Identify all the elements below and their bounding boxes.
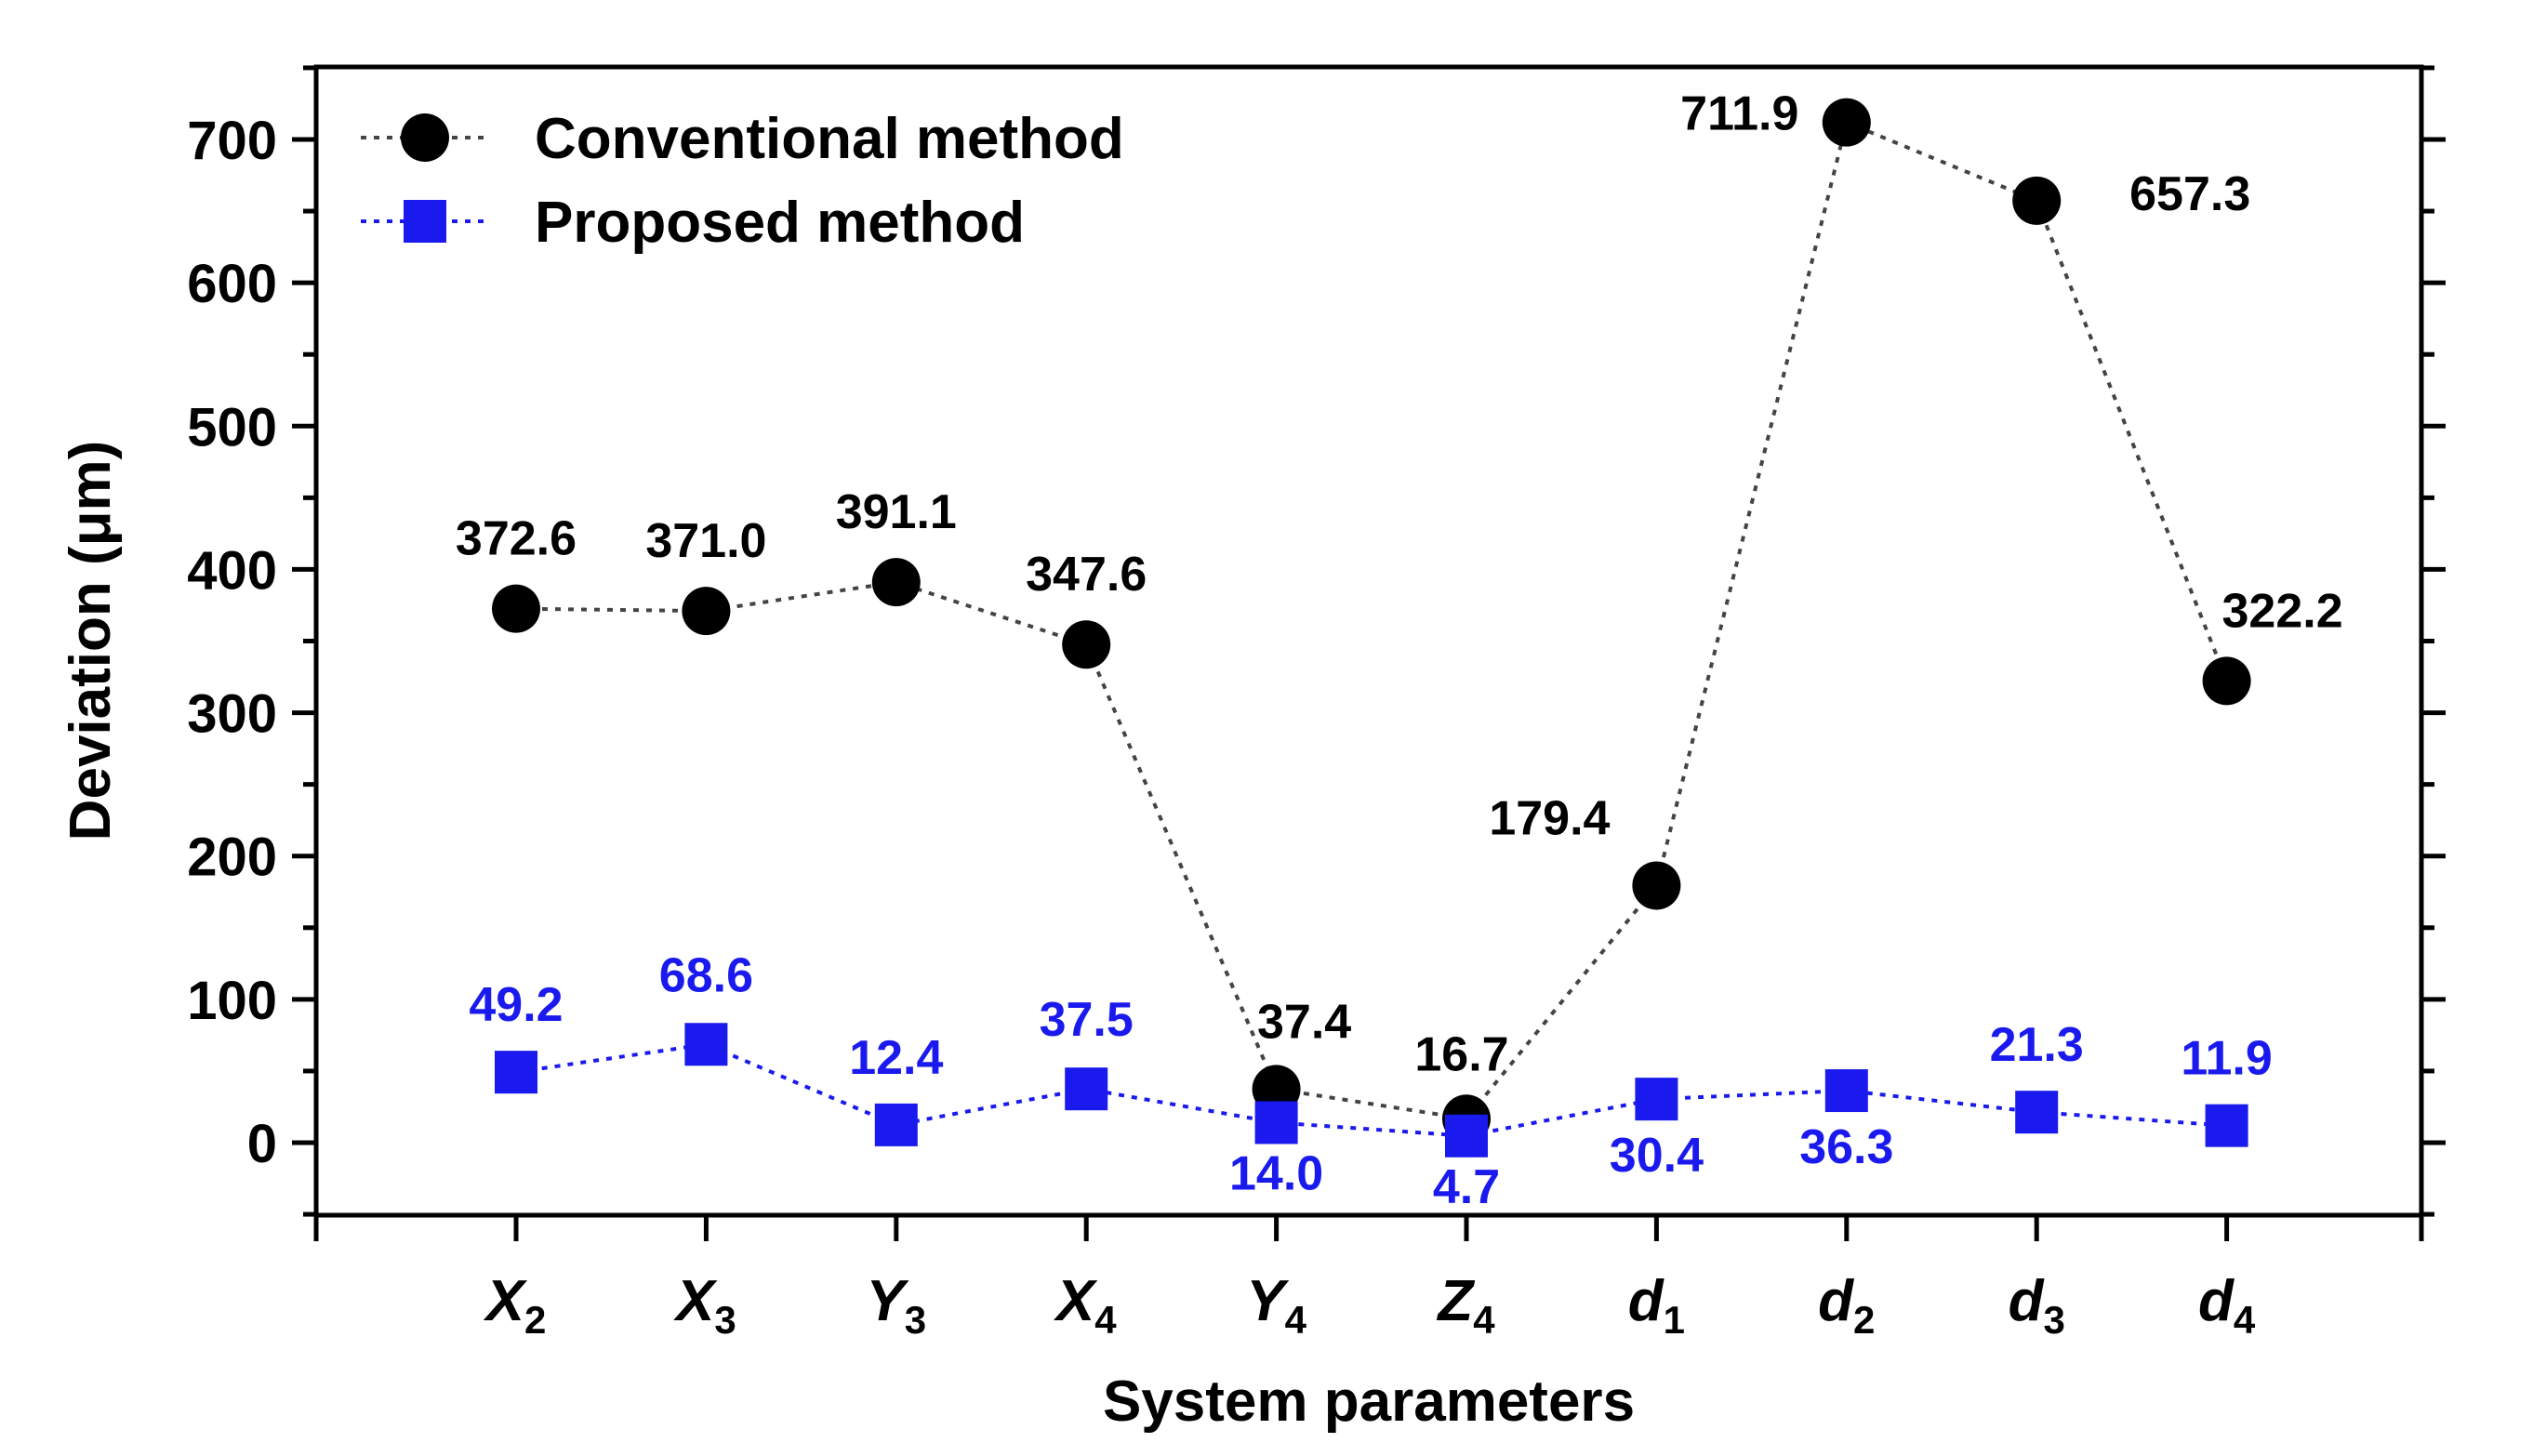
data-label: 391.1 — [836, 485, 957, 539]
data-label: 14.0 — [1229, 1146, 1323, 1200]
data-point-square — [1635, 1078, 1678, 1121]
data-label: 68.6 — [659, 948, 753, 1002]
data-label: 4.7 — [1433, 1160, 1500, 1214]
x-tick-label: X2 — [484, 1269, 547, 1342]
data-point-circle — [1252, 1065, 1301, 1114]
y-tick-label: 0 — [247, 1114, 277, 1174]
data-label: 37.4 — [1257, 995, 1351, 1049]
x-tick-label: d3 — [2009, 1269, 2065, 1342]
series-proposed: 49.2 68.6 12.4 37.5 14.0 4.7 30.4 36.3 21.3 11.9 — [469, 948, 2272, 1213]
x-tick-label: d1 — [1628, 1269, 1685, 1342]
data-label: 49.2 — [469, 978, 563, 1032]
legend-marker-circle — [401, 113, 449, 162]
data-label: 37.5 — [1040, 993, 1134, 1047]
data-point-circle — [682, 587, 731, 636]
data-label: 657.3 — [2129, 167, 2250, 221]
y-tick-label: 100 — [187, 971, 277, 1031]
data-point-circle — [2012, 176, 2062, 225]
data-label: 12.4 — [849, 1031, 943, 1085]
x-tick-label: Y3 — [866, 1269, 926, 1342]
legend-marker-square — [404, 200, 446, 243]
data-point-square — [1065, 1067, 1108, 1111]
data-label: 30.4 — [1610, 1129, 1704, 1183]
series-line — [515, 119, 2229, 1121]
y-tick-label: 300 — [187, 684, 277, 745]
data-label: 179.4 — [1489, 791, 1610, 845]
series-layer: 372.6 371.0 391.1 347.6 37.4 16.7 179.4 711.9 65… — [456, 87, 2343, 1214]
y-tick-label: 400 — [187, 540, 277, 601]
data-label: 11.9 — [2181, 1032, 2272, 1086]
x-tick-label: Y4 — [1246, 1269, 1306, 1342]
data-point-circle — [1822, 98, 1871, 147]
data-label: 711.9 — [1680, 87, 1798, 141]
x-tick-label: X3 — [673, 1269, 736, 1342]
data-point-circle — [1062, 620, 1111, 669]
data-point-square — [2015, 1091, 2059, 1134]
x-axis-title: System parameters — [1103, 1370, 1635, 1434]
data-point-circle — [492, 584, 540, 633]
data-point-circle — [2202, 656, 2251, 706]
y-tick-label: 700 — [187, 111, 277, 171]
y-axis-title: Deviation (μm) — [59, 441, 123, 841]
data-label: 372.6 — [456, 512, 577, 566]
x-tick-label: Z4 — [1436, 1269, 1495, 1342]
data-point-circle — [871, 558, 921, 607]
x-tick-label: d2 — [1818, 1269, 1875, 1342]
x-tick-label: d4 — [2198, 1269, 2256, 1342]
data-point-square — [684, 1023, 728, 1066]
series-conventional: 372.6 371.0 391.1 347.6 37.4 16.7 179.4 711.9 65… — [456, 87, 2343, 1144]
data-point-square — [495, 1051, 537, 1094]
data-point-circle — [1632, 861, 1681, 910]
series-line — [515, 1042, 2227, 1138]
data-label: 322.2 — [2222, 584, 2343, 638]
data-label: 371.0 — [645, 514, 766, 568]
y-tick-label: 200 — [187, 827, 277, 888]
y-axis: 0 100 200 300 400 500 600 700 — [187, 65, 2446, 1217]
data-point-square — [874, 1103, 918, 1146]
legend-label: Proposed method — [535, 191, 1025, 255]
x-axis: X2 X3 Y3 X4 Y4 Z4 d1 d2 d3 d4 — [313, 1215, 2424, 1342]
data-point-square — [1254, 1101, 1298, 1145]
y-tick-label: 600 — [187, 254, 277, 314]
x-tick-label: X4 — [1054, 1269, 1117, 1342]
data-label: 36.3 — [1799, 1120, 1893, 1174]
data-label: 21.3 — [1990, 1018, 2084, 1072]
legend-label: Conventional method — [535, 107, 1124, 171]
legend: Conventional method Proposed method — [361, 107, 1124, 255]
data-point-square — [1445, 1114, 1488, 1158]
y-tick-label: 500 — [187, 397, 277, 457]
data-point-square — [2205, 1104, 2248, 1147]
data-label: 347.6 — [1026, 548, 1147, 602]
data-point-square — [1824, 1069, 1868, 1113]
data-label: 16.7 — [1414, 1027, 1508, 1081]
